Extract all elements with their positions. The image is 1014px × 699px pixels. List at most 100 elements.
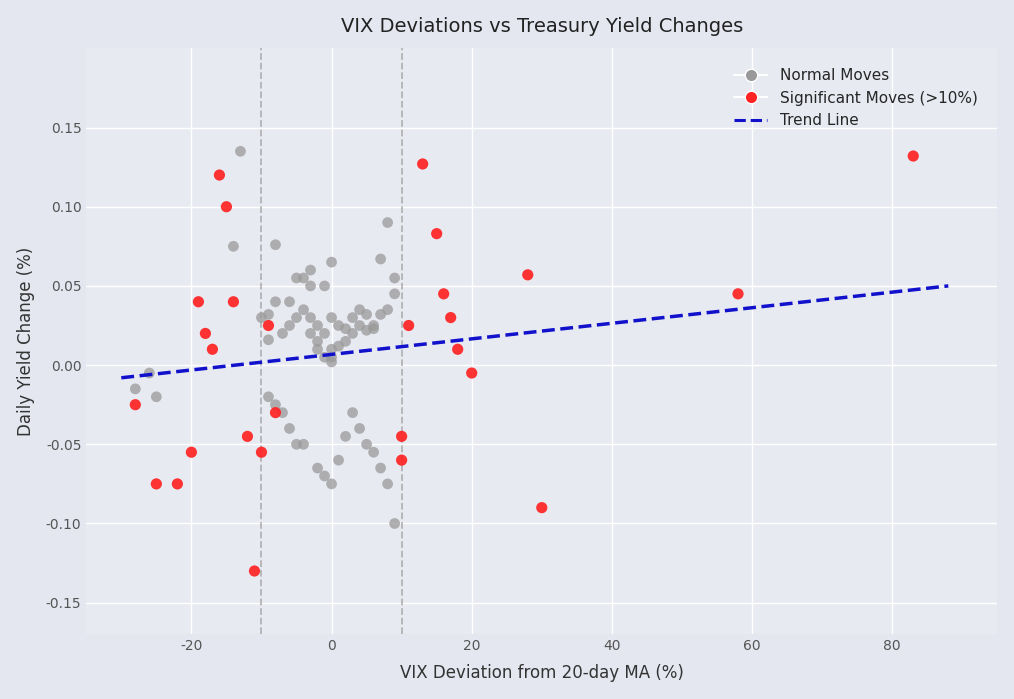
Point xyxy=(338,323,354,334)
Point xyxy=(730,288,746,299)
Point xyxy=(533,502,550,513)
Point xyxy=(379,478,395,489)
Point xyxy=(184,447,200,458)
Point xyxy=(393,431,410,442)
Point xyxy=(906,150,922,161)
Point xyxy=(148,391,164,403)
Point xyxy=(316,328,333,339)
Point xyxy=(345,312,361,323)
X-axis label: VIX Deviation from 20-day MA (%): VIX Deviation from 20-day MA (%) xyxy=(400,664,683,682)
Point xyxy=(379,217,395,228)
Point xyxy=(372,463,388,474)
Point xyxy=(295,273,311,284)
Point xyxy=(141,368,157,379)
Point xyxy=(519,269,535,280)
Legend: Normal Moves, Significant Moves (>10%), Trend Line: Normal Moves, Significant Moves (>10%), … xyxy=(722,56,990,140)
Point xyxy=(218,201,234,212)
Point xyxy=(295,304,311,315)
Point xyxy=(309,320,325,331)
Point xyxy=(345,407,361,418)
Point xyxy=(261,320,277,331)
Point xyxy=(211,169,227,180)
Point xyxy=(386,273,403,284)
Point xyxy=(359,324,375,336)
Point xyxy=(323,356,340,368)
Point xyxy=(316,470,333,482)
Point xyxy=(127,399,143,410)
Point xyxy=(309,336,325,347)
Point xyxy=(302,280,318,291)
Point xyxy=(268,296,284,308)
Point xyxy=(323,352,340,363)
Point xyxy=(365,447,381,458)
Point xyxy=(225,296,241,308)
Point xyxy=(268,239,284,250)
Point xyxy=(204,344,220,355)
Point xyxy=(442,312,458,323)
Y-axis label: Daily Yield Change (%): Daily Yield Change (%) xyxy=(16,247,34,436)
Point xyxy=(365,320,381,331)
Point xyxy=(302,264,318,275)
Point xyxy=(338,336,354,347)
Point xyxy=(309,344,325,355)
Point xyxy=(275,328,291,339)
Point xyxy=(302,312,318,323)
Point xyxy=(254,312,270,323)
Point xyxy=(323,312,340,323)
Point xyxy=(401,320,417,331)
Point xyxy=(254,447,270,458)
Point xyxy=(449,344,465,355)
Point xyxy=(436,288,452,299)
Point xyxy=(169,478,186,489)
Point xyxy=(282,320,298,331)
Point xyxy=(288,273,304,284)
Point xyxy=(309,463,325,474)
Point xyxy=(386,288,403,299)
Point xyxy=(295,439,311,450)
Point xyxy=(127,383,143,394)
Point xyxy=(331,340,347,352)
Point xyxy=(261,391,277,403)
Point xyxy=(246,565,263,577)
Point xyxy=(372,254,388,265)
Point xyxy=(463,368,480,379)
Point xyxy=(302,328,318,339)
Point xyxy=(331,320,347,331)
Point xyxy=(261,309,277,320)
Point xyxy=(261,334,277,345)
Point xyxy=(338,431,354,442)
Point xyxy=(239,431,256,442)
Point xyxy=(429,228,445,239)
Point xyxy=(323,344,340,355)
Point xyxy=(323,478,340,489)
Point xyxy=(323,257,340,268)
Point xyxy=(352,423,368,434)
Point xyxy=(316,352,333,363)
Point xyxy=(148,478,164,489)
Point xyxy=(359,439,375,450)
Point xyxy=(372,309,388,320)
Point xyxy=(352,304,368,315)
Point xyxy=(275,407,291,418)
Point xyxy=(365,323,381,334)
Point xyxy=(282,423,298,434)
Title: VIX Deviations vs Treasury Yield Changes: VIX Deviations vs Treasury Yield Changes xyxy=(341,17,743,36)
Point xyxy=(225,240,241,252)
Point xyxy=(268,407,284,418)
Point xyxy=(282,296,298,308)
Point xyxy=(288,312,304,323)
Point xyxy=(331,454,347,466)
Point xyxy=(345,328,361,339)
Point xyxy=(352,320,368,331)
Point xyxy=(359,309,375,320)
Point xyxy=(198,328,214,339)
Point xyxy=(379,304,395,315)
Point xyxy=(288,439,304,450)
Point xyxy=(232,145,248,157)
Point xyxy=(386,518,403,529)
Point xyxy=(316,280,333,291)
Point xyxy=(268,399,284,410)
Point xyxy=(393,454,410,466)
Point xyxy=(415,159,431,170)
Point xyxy=(191,296,207,308)
